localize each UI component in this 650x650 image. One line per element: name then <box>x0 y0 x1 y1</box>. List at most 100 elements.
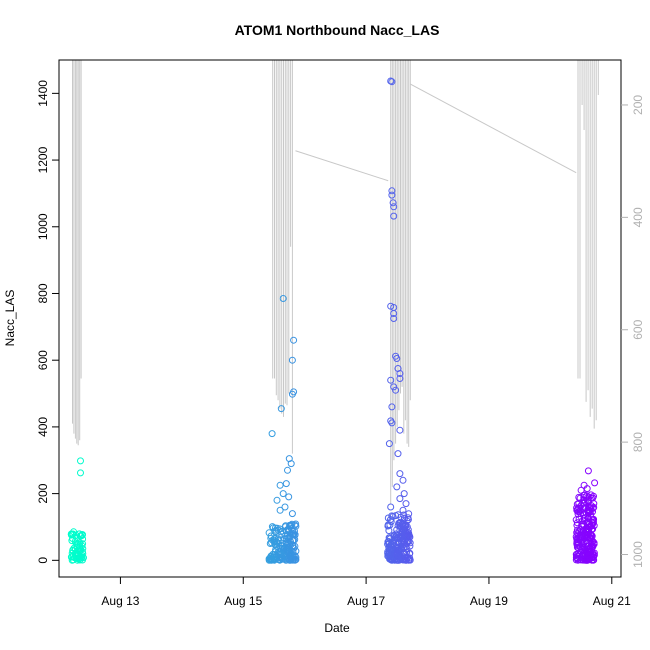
y2-tick-label: 400 <box>631 207 645 227</box>
data-point <box>387 77 395 85</box>
data-point <box>590 503 598 511</box>
data-point <box>273 496 281 504</box>
data-point <box>591 479 599 487</box>
line-layer <box>72 60 599 504</box>
data-point <box>286 521 294 529</box>
data-point <box>393 526 401 534</box>
data-point <box>583 532 591 540</box>
x-tick-label: Aug 17 <box>347 594 385 608</box>
data-point <box>388 403 396 411</box>
y-axis-label: Nacc_LAS <box>3 290 17 347</box>
data-point <box>589 520 597 528</box>
data-point <box>394 450 402 458</box>
data-point <box>396 470 404 478</box>
line-connector-2 <box>410 83 577 174</box>
y-tick-label: 1200 <box>36 146 50 173</box>
data-point <box>387 541 395 549</box>
data-point <box>393 355 401 362</box>
data-point <box>403 539 411 547</box>
x-axis-label: Date <box>324 621 350 635</box>
line-connector-1 <box>295 150 389 182</box>
data-point <box>392 386 400 394</box>
data-point <box>282 522 290 530</box>
y-tick-label: 1400 <box>36 80 50 107</box>
data-point <box>585 528 593 536</box>
data-point <box>589 542 597 549</box>
data-point <box>584 525 592 533</box>
data-point <box>74 540 82 548</box>
data-point <box>399 476 407 484</box>
data-point <box>404 516 412 524</box>
data-point <box>399 506 407 514</box>
data-point <box>405 532 413 540</box>
data-point <box>279 490 287 498</box>
data-point <box>268 430 276 438</box>
data-point <box>396 375 404 382</box>
data-point <box>390 315 398 322</box>
data-point <box>392 530 400 538</box>
y2-tick-label: 1000 <box>631 541 645 568</box>
data-point <box>279 295 287 302</box>
data-point <box>287 554 295 562</box>
data-point <box>399 523 407 531</box>
data-point <box>73 556 81 564</box>
data-point <box>585 498 593 505</box>
plot-frame <box>58 59 622 578</box>
data-point <box>578 538 586 546</box>
data-point <box>579 539 587 547</box>
data-point <box>390 310 398 317</box>
data-point <box>574 555 582 563</box>
line-burst-3 <box>390 60 411 504</box>
data-point <box>282 480 290 488</box>
data-point <box>575 544 582 552</box>
data-point <box>68 537 76 545</box>
y-tick-label: 0 <box>36 557 50 564</box>
data-point <box>406 554 414 562</box>
data-point <box>396 370 404 377</box>
y-tick-label: 400 <box>36 417 50 437</box>
data-point <box>278 551 285 559</box>
data-point <box>390 203 398 211</box>
data-point <box>385 527 393 535</box>
data-point <box>400 522 408 530</box>
data-point <box>576 551 583 558</box>
data-point <box>266 554 274 562</box>
data-point <box>588 521 596 529</box>
data-point <box>276 481 284 489</box>
x-tick-label: Aug 13 <box>101 594 139 608</box>
data-point <box>384 522 392 530</box>
x-tick-label: Aug 15 <box>224 594 262 608</box>
data-point <box>402 500 410 508</box>
line-burst-4 <box>577 60 599 429</box>
data-point <box>278 555 286 563</box>
data-point <box>589 537 597 545</box>
data-point <box>590 522 598 530</box>
data-point <box>277 405 285 413</box>
data-point <box>577 486 585 494</box>
data-point <box>287 530 295 538</box>
data-point <box>77 469 84 477</box>
y2-tick-label: 200 <box>631 95 645 115</box>
data-point <box>67 553 75 561</box>
data-point <box>384 540 392 548</box>
chart-title: ATOM1 Northbound Nacc_LAS <box>235 22 440 38</box>
data-point <box>580 521 588 529</box>
y-tick-label: 1000 <box>36 213 50 240</box>
y2-tick-label: 600 <box>631 319 645 339</box>
data-point <box>279 527 286 535</box>
data-point <box>388 556 396 564</box>
data-point <box>288 390 296 398</box>
data-point <box>393 483 401 491</box>
data-point <box>281 503 289 511</box>
data-point <box>395 546 403 554</box>
data-point <box>76 547 84 555</box>
y-axis: 0 200 400 600 800 1000 1200 1400 <box>36 80 59 564</box>
data-point <box>589 494 597 502</box>
data-point <box>583 485 591 493</box>
data-point <box>290 336 298 344</box>
data-point <box>390 212 398 220</box>
data-point <box>396 495 404 503</box>
data-point <box>76 539 84 547</box>
data-point <box>388 419 396 427</box>
